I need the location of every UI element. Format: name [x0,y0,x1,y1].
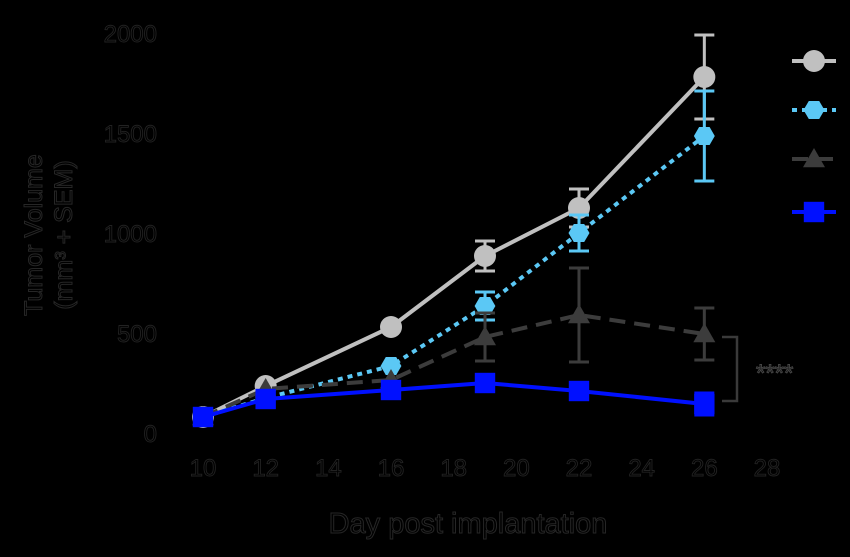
x-tick-label: 12 [252,455,279,482]
legend [792,50,836,223]
x-tick-label: 28 [754,455,781,482]
x-tick-label: 26 [691,455,718,482]
x-tick-label: 16 [378,455,405,482]
data-point [568,380,590,402]
significance-bracket: **** [722,335,794,403]
data-point [568,224,590,242]
y-tick-label: 500 [117,321,157,348]
y-tick-label: 1500 [104,121,157,148]
y-tick-label: 0 [144,421,157,448]
legend-marker-circle [803,50,825,72]
y-tick-labels: 0 500 1000 1500 2000 [103,21,157,449]
data-point [694,393,715,415]
series-line [202,381,705,419]
series-line [202,75,706,419]
y-axis-title: Tumor Volume (mm³ + SEM) [20,154,79,317]
legend-marker-hexagon [803,101,825,119]
data-point [474,326,496,346]
data-point [192,406,214,428]
data-point [693,127,715,145]
y-axis-title-line1: Tumor Volume [20,154,48,316]
series-square [192,372,715,428]
data-point [693,323,716,343]
y-tick-label: 2000 [104,21,157,48]
data-point [255,388,276,410]
data-point [568,304,590,324]
y-tick-label: 1000 [104,221,157,248]
legend-marker-square [803,201,825,223]
data-point [380,379,402,401]
data-point [380,316,402,338]
data-point [474,297,496,315]
data-point [474,245,496,267]
data-point [474,372,496,394]
series-layer [192,33,716,428]
x-tick-label: 10 [190,455,217,482]
significance-label: **** [756,360,793,387]
x-tick-label: 18 [440,455,467,482]
x-tick-label: 24 [628,455,655,482]
x-tick-labels: 10 12 14 16 18 20 22 24 26 28 [189,455,781,483]
y-axis-title-line2: (mm³ + SEM) [50,160,78,309]
x-tick-label: 14 [315,455,342,482]
significance-bracket-line [722,335,739,403]
legend-marker-triangle [803,148,825,168]
x-tick-label: 20 [503,455,530,482]
data-point [693,66,716,88]
data-point [380,357,402,375]
x-tick-label: 22 [566,455,593,482]
x-axis-title: Day post implantation [329,508,608,540]
series-line [202,313,705,419]
